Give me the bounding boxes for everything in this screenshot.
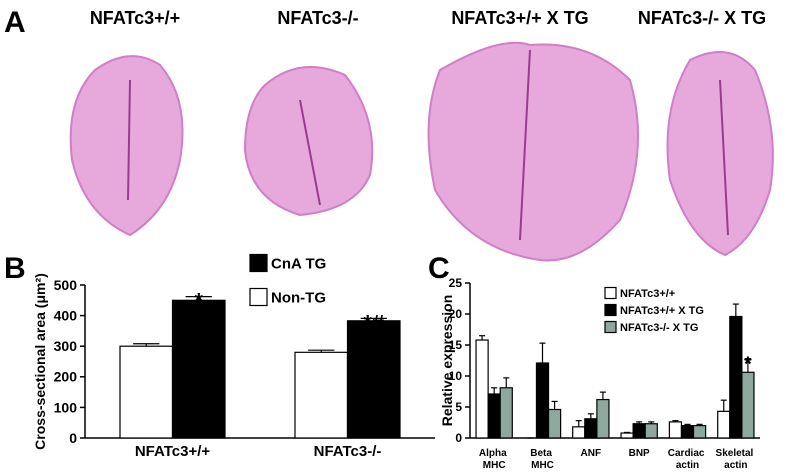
error-bar bbox=[599, 391, 606, 400]
panel-label: B bbox=[4, 252, 26, 285]
x-tick-label: BNP bbox=[629, 448, 650, 459]
y-tick-label: 0 bbox=[455, 431, 462, 445]
bar bbox=[499, 387, 513, 439]
y-tick-label: 500 bbox=[54, 277, 78, 293]
y-tick-label: 300 bbox=[54, 338, 78, 354]
bar bbox=[547, 408, 562, 439]
error-bar bbox=[720, 399, 727, 412]
bar bbox=[294, 351, 349, 439]
error-bar bbox=[551, 400, 558, 410]
x-tick-label: NFATc3-/- bbox=[314, 443, 382, 460]
legend-label: Non-TG bbox=[271, 289, 326, 306]
error-bar bbox=[308, 349, 335, 353]
error-bar bbox=[575, 420, 582, 427]
error-bar bbox=[732, 303, 739, 317]
bar bbox=[680, 425, 695, 439]
error-bar bbox=[587, 413, 594, 419]
bar bbox=[644, 423, 658, 439]
bar bbox=[729, 315, 743, 439]
y-axis-label: Cross-sectional area (μm²) bbox=[32, 273, 48, 450]
error-bar bbox=[133, 343, 160, 347]
y-tick-label: 5 bbox=[455, 400, 462, 414]
y-tick-label: 0 bbox=[69, 430, 77, 446]
x-tick-label: ANF bbox=[581, 448, 602, 459]
legend-swatch bbox=[249, 253, 268, 273]
x-tick-label: Alpha MHC bbox=[479, 448, 510, 471]
legend-label: CnA TG bbox=[271, 255, 326, 272]
error-bar bbox=[672, 420, 679, 422]
bar bbox=[487, 393, 501, 439]
error-bar bbox=[479, 335, 486, 341]
bar bbox=[535, 362, 550, 439]
significance-marker: *# bbox=[363, 310, 384, 335]
legend-swatch bbox=[604, 320, 617, 334]
y-tick-label: 25 bbox=[449, 276, 463, 290]
error-bar bbox=[744, 358, 751, 373]
error-bar bbox=[503, 377, 510, 388]
legend-label: NFATc3-/- X TG bbox=[620, 322, 698, 334]
legend-label: NFATc3+/+ X TG bbox=[620, 305, 704, 317]
legend-label: NFATc3+/+ bbox=[620, 288, 675, 300]
y-tick-label: 100 bbox=[54, 399, 78, 415]
y-axis-label: Relative expression bbox=[439, 295, 455, 427]
y-tick-label: 10 bbox=[449, 369, 463, 383]
bar bbox=[692, 425, 707, 439]
bar bbox=[596, 398, 610, 439]
error-bar bbox=[624, 431, 631, 434]
bar bbox=[620, 432, 634, 439]
bar bbox=[668, 421, 683, 439]
x-tick-label: NFATc3+/+ bbox=[135, 443, 211, 460]
significance-marker: * bbox=[744, 354, 752, 376]
panel-title: NFATc3+/+ bbox=[90, 8, 180, 28]
panel-title: NFATc3-/- X TG bbox=[638, 8, 766, 28]
significance-marker: * bbox=[194, 289, 203, 314]
y-tick-label: 20 bbox=[449, 307, 463, 321]
bar bbox=[119, 345, 174, 439]
x-tick-label: Skeletal actin bbox=[716, 448, 757, 471]
legend-swatch bbox=[249, 287, 268, 307]
bar bbox=[717, 410, 731, 439]
bar bbox=[584, 418, 598, 439]
error-bar bbox=[539, 342, 546, 363]
bar bbox=[475, 339, 489, 439]
legend-swatch bbox=[604, 303, 617, 317]
panel-label: C bbox=[428, 252, 450, 285]
bar bbox=[632, 423, 646, 439]
panel-title: NFATc3+/+ X TG bbox=[451, 8, 588, 28]
error-bar bbox=[684, 423, 691, 426]
bar bbox=[741, 371, 755, 439]
panel-title: NFATc3-/- bbox=[277, 8, 358, 28]
bar bbox=[171, 299, 226, 439]
error-bar bbox=[360, 317, 387, 321]
y-tick-label: 15 bbox=[449, 338, 463, 352]
error-bar bbox=[636, 421, 643, 424]
y-tick-label: 400 bbox=[54, 308, 78, 324]
x-tick-label: Beta MHC bbox=[530, 448, 554, 471]
y-tick-label: 200 bbox=[54, 369, 78, 385]
histology bbox=[69, 41, 774, 262]
legend-swatch bbox=[604, 286, 617, 300]
error-bar bbox=[491, 387, 498, 394]
panel-label: A bbox=[4, 6, 26, 39]
bar bbox=[572, 426, 586, 439]
error-bar bbox=[696, 423, 703, 426]
x-tick-label: Cardiac actin bbox=[668, 448, 707, 471]
bar bbox=[346, 320, 401, 439]
error-bar bbox=[185, 296, 212, 301]
error-bar bbox=[648, 421, 655, 424]
